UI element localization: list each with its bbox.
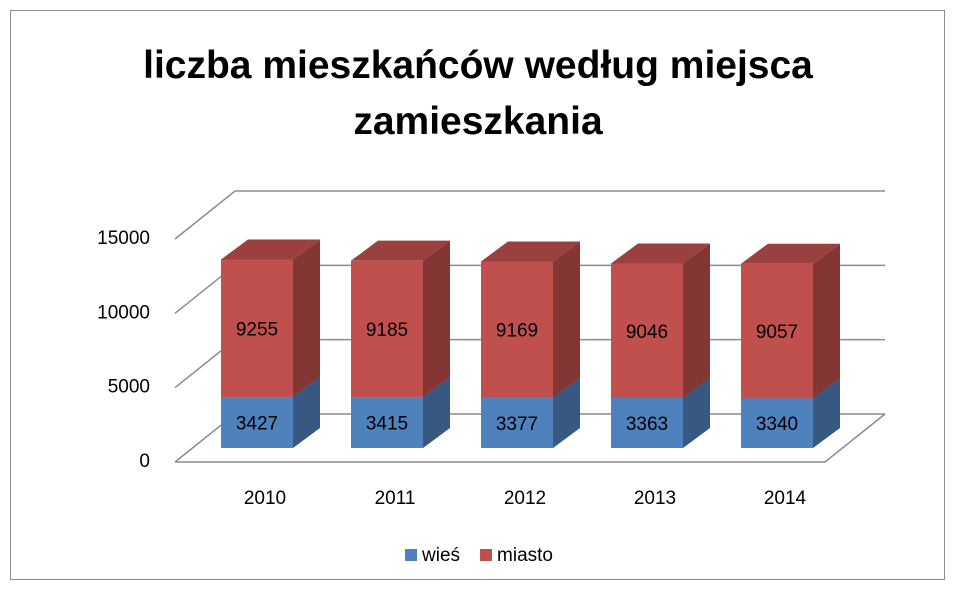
legend-label: wieś xyxy=(421,545,460,566)
legend-swatch xyxy=(405,549,417,561)
bar-side xyxy=(423,240,450,398)
x-tick-label: 2014 xyxy=(764,488,807,509)
bar-top xyxy=(221,239,320,260)
bar-side xyxy=(423,377,450,448)
floor-edge xyxy=(175,413,886,463)
bar-top xyxy=(741,243,840,264)
grid-line xyxy=(174,190,885,240)
data-label: 9046 xyxy=(626,322,668,343)
y-tick-label: 0 xyxy=(139,451,150,472)
bar xyxy=(741,263,813,399)
data-label: 3377 xyxy=(496,414,538,435)
bar xyxy=(351,397,423,448)
bar-side xyxy=(813,378,840,448)
bar-side xyxy=(813,243,840,399)
y-tick-label: 10000 xyxy=(97,302,150,323)
bar-side xyxy=(553,377,580,448)
x-tick-label: 2012 xyxy=(504,488,546,509)
data-label: 9255 xyxy=(236,319,278,340)
data-label: 3340 xyxy=(756,414,798,435)
data-label: 3415 xyxy=(366,414,408,435)
bar xyxy=(221,397,293,448)
data-label: 9057 xyxy=(756,322,798,343)
bar xyxy=(481,397,553,448)
chart-frame xyxy=(10,10,945,580)
bar-top xyxy=(611,243,710,264)
legend-label: miasto xyxy=(497,545,553,566)
data-label: 9169 xyxy=(496,321,538,342)
bar-side xyxy=(553,241,580,398)
bar xyxy=(351,260,423,398)
data-label: 3427 xyxy=(236,414,278,435)
bar-side xyxy=(293,377,320,448)
bar xyxy=(611,398,683,448)
bar xyxy=(481,261,553,398)
data-label: 9185 xyxy=(366,320,408,341)
bar-side xyxy=(683,243,710,399)
bar xyxy=(741,398,813,448)
y-tick-label: 15000 xyxy=(97,228,150,249)
bar xyxy=(221,259,293,398)
legend-swatch xyxy=(480,549,493,561)
bar-side xyxy=(683,378,710,448)
data-label: 3363 xyxy=(626,414,668,435)
bar-top xyxy=(481,241,580,262)
bar xyxy=(611,263,683,399)
chart-title: liczba mieszkańców według miejsca zamies… xyxy=(143,44,813,143)
x-tick-label: 2011 xyxy=(375,488,416,509)
y-tick-label: 5000 xyxy=(108,377,150,398)
bar-side xyxy=(293,239,320,398)
bar-top xyxy=(351,240,450,261)
x-tick-label: 2010 xyxy=(244,488,286,509)
x-tick-label: 2013 xyxy=(634,488,676,509)
